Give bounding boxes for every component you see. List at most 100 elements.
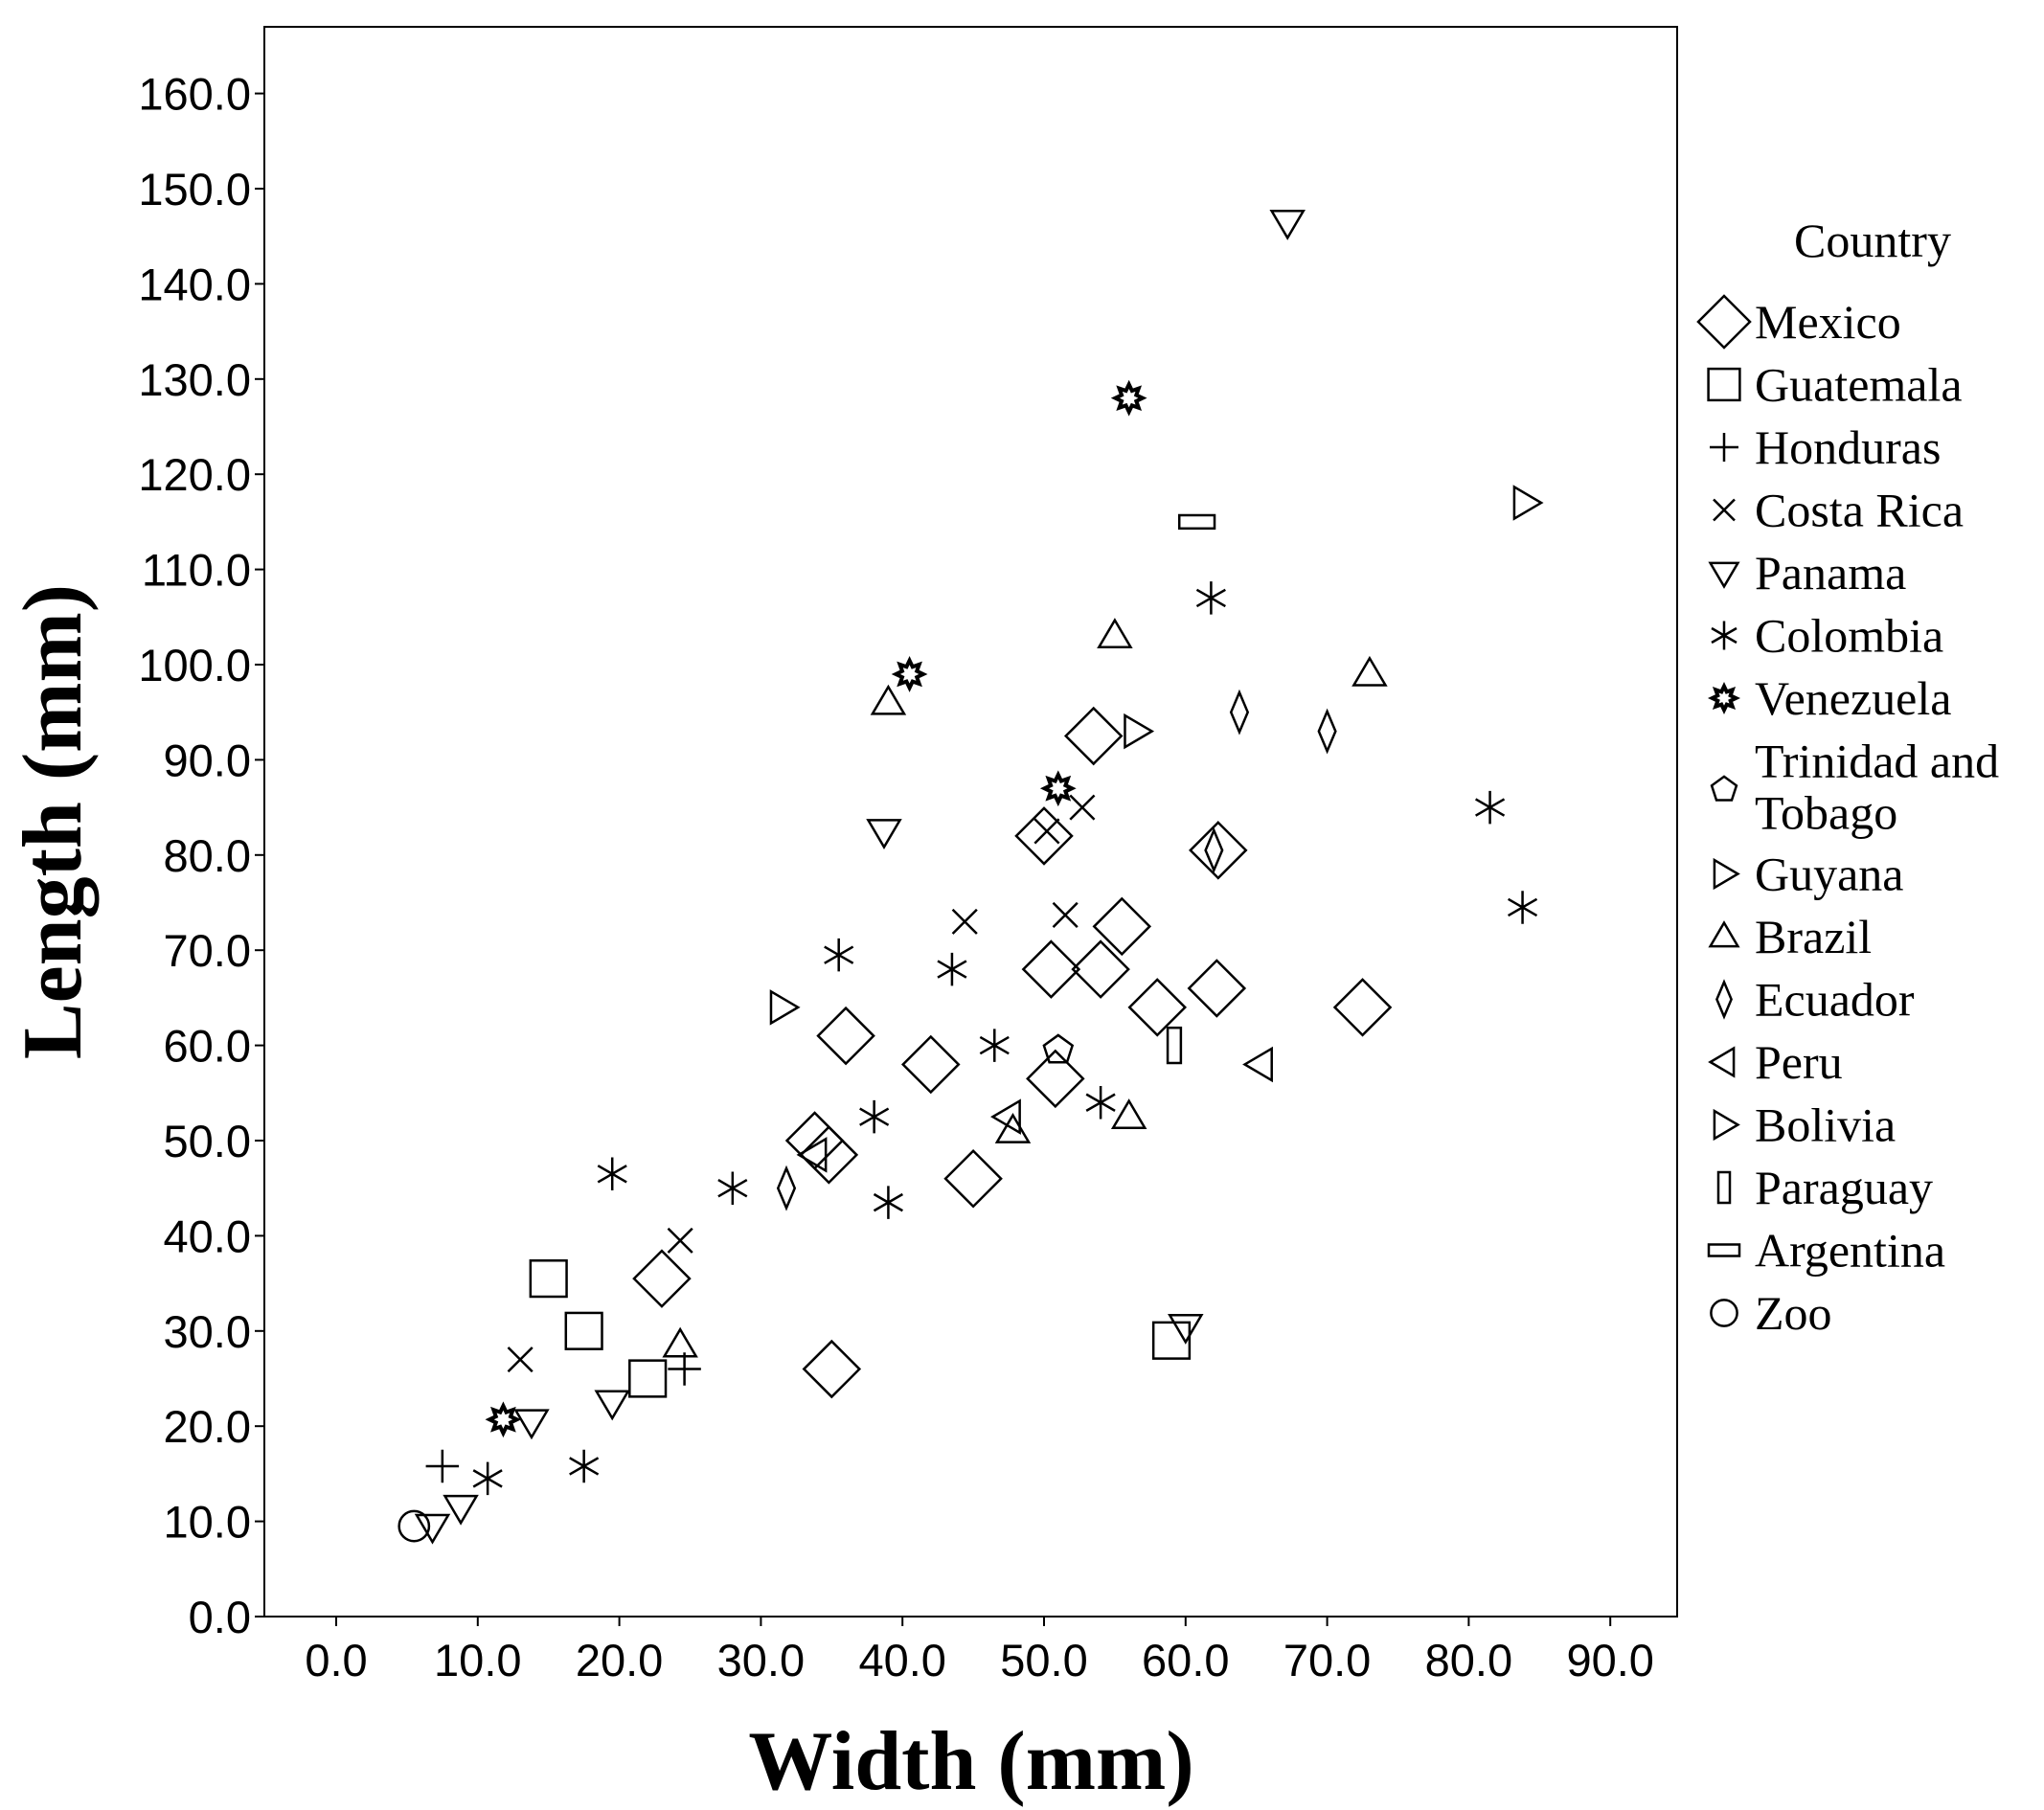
legend-marker-zoo xyxy=(1710,1299,1738,1327)
point-trinidad-and-tobago xyxy=(1042,1033,1075,1064)
point-colombia xyxy=(1195,581,1226,615)
point-mexico xyxy=(632,1249,692,1308)
point-bolivia xyxy=(769,989,801,1026)
point-panama xyxy=(1168,1313,1204,1345)
point-colombia xyxy=(1508,891,1538,924)
point-guatemala xyxy=(1151,1321,1192,1360)
x-tick-label: 20.0 xyxy=(576,1635,663,1686)
point-mexico xyxy=(1332,978,1393,1037)
point-colombia xyxy=(597,1157,627,1191)
point-brazil xyxy=(1351,655,1388,687)
point-panama xyxy=(513,1409,550,1440)
point-panama xyxy=(594,1390,630,1421)
point-ecuador xyxy=(1204,826,1224,873)
x-tick-label: 40.0 xyxy=(858,1635,945,1686)
legend: Country Mexico Guatemala Honduras Costa Ric… xyxy=(1696,214,1999,1340)
y-axis: 0.0 10.0 20.0 30.0 40.0 50.0 60.0 70.0 80.0 90.0 1… xyxy=(138,69,264,1642)
legend-marker-peru xyxy=(1708,1046,1736,1078)
y-tick-label: 50.0 xyxy=(164,1116,251,1166)
y-tick-label: 20.0 xyxy=(164,1401,251,1452)
legend-label: Tobago xyxy=(1755,786,1897,840)
point-venezuela xyxy=(1110,379,1147,417)
y-tick-label: 130.0 xyxy=(138,354,251,405)
legend-item-honduras: Honduras xyxy=(1710,420,1941,474)
x-tick-label: 70.0 xyxy=(1283,1635,1371,1686)
point-ecuador xyxy=(1317,708,1337,755)
point-colombia xyxy=(569,1449,600,1483)
plot-frame xyxy=(263,26,1678,1618)
point-mexico xyxy=(1021,939,1081,999)
legend-item-guatemala: Guatemala xyxy=(1707,358,1963,412)
point-mexico xyxy=(900,1034,961,1095)
point-guatemala xyxy=(529,1259,568,1299)
legend-label: Panama xyxy=(1755,546,1906,600)
point-costa-rica xyxy=(1052,901,1079,928)
point-mexico xyxy=(1071,939,1130,999)
point-colombia xyxy=(979,1029,1010,1062)
point-paraguay xyxy=(1166,1026,1183,1065)
point-colombia xyxy=(717,1171,748,1205)
point-venezuela xyxy=(1039,770,1077,807)
legend-label: Mexico xyxy=(1755,295,1901,349)
legend-marker-colombia xyxy=(1711,621,1737,650)
legend-label: Trinidad and xyxy=(1755,735,1999,788)
legend-marker-guyana xyxy=(1713,857,1740,891)
point-mexico xyxy=(802,1339,862,1399)
point-mexico xyxy=(1014,806,1074,866)
legend-label: Paraguay xyxy=(1755,1161,1933,1214)
x-tick-label: 90.0 xyxy=(1566,1635,1653,1686)
x-tick-label: 0.0 xyxy=(305,1635,367,1686)
legend-marker-mexico xyxy=(1696,294,1752,350)
point-brazil xyxy=(1097,618,1133,649)
point-costa-rica xyxy=(1033,818,1060,845)
point-ecuador xyxy=(776,1165,797,1211)
point-costa-rica xyxy=(667,1227,693,1254)
x-axis: 0.0 10.0 20.0 30.0 40.0 50.0 60.0 70.0 80.0 90.0 xyxy=(305,1617,1654,1686)
legend-marker-costa-rica xyxy=(1713,498,1736,522)
y-tick-label: 150.0 xyxy=(138,164,251,215)
point-mexico xyxy=(1127,978,1188,1037)
legend-label: Guyana xyxy=(1755,848,1904,901)
point-panama xyxy=(866,819,902,849)
point-mexico xyxy=(1026,1049,1085,1109)
point-colombia xyxy=(937,952,967,986)
point-costa-rica xyxy=(951,908,978,935)
legend-marker-venezuela xyxy=(1707,681,1741,715)
x-tick-label: 80.0 xyxy=(1425,1635,1512,1686)
legend-item-panama: Panama xyxy=(1708,546,1906,600)
x-tick-label: 50.0 xyxy=(1000,1635,1087,1686)
point-mexico xyxy=(799,1125,859,1185)
y-tick-label: 60.0 xyxy=(164,1021,251,1072)
x-axis-title: Width (mm) xyxy=(748,1715,1193,1808)
legend-marker-bolivia xyxy=(1713,1108,1740,1142)
legend-marker-trinidad-and-tobago xyxy=(1710,775,1738,802)
data-points xyxy=(397,209,1544,1545)
point-panama xyxy=(1269,209,1306,240)
y-tick-label: 70.0 xyxy=(164,925,251,976)
y-tick-label: 100.0 xyxy=(138,640,251,690)
legend-label: Honduras xyxy=(1755,420,1941,474)
legend-item-paraguay: Paraguay xyxy=(1716,1161,1933,1214)
point-costa-rica xyxy=(1069,794,1096,821)
legend-item-brazil: Brazil xyxy=(1708,910,1872,963)
point-guyana xyxy=(1124,713,1155,750)
legend-item-venezuela: Venezuela xyxy=(1707,671,1951,725)
legend-item-guyana: Guyana xyxy=(1713,848,1904,901)
point-peru xyxy=(796,1137,828,1173)
legend-label: Bolivia xyxy=(1755,1098,1896,1152)
y-tick-label: 40.0 xyxy=(164,1210,251,1261)
legend-label: Colombia xyxy=(1755,609,1943,663)
legend-item-ecuador: Ecuador xyxy=(1715,973,1915,1027)
legend-item-mexico: Mexico xyxy=(1696,294,1901,350)
point-honduras xyxy=(425,1449,460,1483)
point-colombia xyxy=(824,938,854,972)
legend-marker-argentina xyxy=(1707,1243,1741,1257)
point-argentina xyxy=(1177,513,1216,531)
point-panama xyxy=(414,1513,451,1545)
point-brazil xyxy=(662,1326,698,1358)
point-mexico xyxy=(1092,896,1152,957)
legend-marker-paraguay xyxy=(1716,1170,1732,1205)
point-peru xyxy=(990,1098,1021,1135)
y-tick-label: 0.0 xyxy=(189,1592,251,1642)
